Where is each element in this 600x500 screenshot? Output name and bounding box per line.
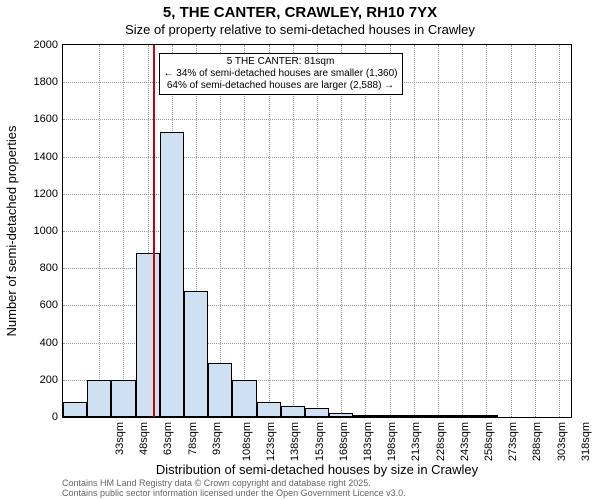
- gridline-v: [269, 45, 270, 417]
- x-tick-label: 318sqm: [580, 422, 592, 461]
- annotation-line2: ← 34% of semi-detached houses are smalle…: [164, 68, 398, 80]
- histogram-bar: [136, 253, 160, 417]
- histogram-bar: [232, 380, 256, 417]
- x-axis-label: Distribution of semi-detached houses by …: [62, 462, 572, 477]
- gridline-v: [293, 45, 294, 417]
- x-tick-label: 183sqm: [362, 422, 374, 461]
- property-marker-line: [153, 45, 155, 417]
- histogram-bar: [329, 413, 353, 417]
- annotation-line1: 5 THE CANTER: 81sqm: [164, 56, 398, 68]
- histogram-bar: [353, 415, 377, 417]
- x-tick-label: 78sqm: [187, 422, 199, 455]
- x-tick-label: 303sqm: [556, 422, 568, 461]
- histogram-bar: [63, 402, 87, 417]
- x-tick-label: 123sqm: [265, 422, 277, 461]
- gridline-v: [123, 45, 124, 417]
- chart-subtitle: Size of property relative to semi-detach…: [0, 22, 600, 37]
- histogram-bar: [257, 402, 281, 417]
- x-tick-label: 63sqm: [163, 422, 175, 455]
- chart-title: 5, THE CANTER, CRAWLEY, RH10 7YX: [0, 4, 600, 21]
- x-tick-label: 198sqm: [386, 422, 398, 461]
- copyright-text: Contains HM Land Registry data © Crown c…: [62, 478, 406, 498]
- histogram-bar: [208, 363, 232, 417]
- x-tick-label: 258sqm: [483, 422, 495, 461]
- y-axis-label: Number of semi-detached properties: [6, 125, 19, 336]
- gridline-v: [317, 45, 318, 417]
- x-tick-label: 288sqm: [531, 422, 543, 461]
- gridline-v: [559, 45, 560, 417]
- annotation-line3: 64% of semi-detached houses are larger (…: [164, 80, 398, 92]
- gridline-v: [244, 45, 245, 417]
- x-tick-label: 33sqm: [114, 422, 126, 455]
- x-tick-label: 168sqm: [338, 422, 350, 461]
- x-tick-label: 213sqm: [411, 422, 423, 461]
- y-axis-label-container: Number of semi-detached properties: [6, 44, 26, 418]
- histogram-bar: [281, 406, 305, 417]
- histogram-bar: [474, 415, 498, 417]
- x-tick-label: 108sqm: [241, 422, 253, 461]
- copyright-line1: Contains HM Land Registry data © Crown c…: [62, 478, 406, 488]
- x-tick-label: 48sqm: [138, 422, 150, 455]
- gridline-v: [220, 45, 221, 417]
- plot-area: 5 THE CANTER: 81sqm← 34% of semi-detache…: [62, 44, 572, 418]
- histogram-bar: [184, 291, 208, 417]
- histogram-bar: [377, 415, 401, 417]
- chart-container: 5, THE CANTER, CRAWLEY, RH10 7YX Size of…: [0, 0, 600, 500]
- gridline-v: [486, 45, 487, 417]
- histogram-bar: [111, 380, 135, 417]
- gridline-v: [365, 45, 366, 417]
- gridline-v: [414, 45, 415, 417]
- x-tick-label: 243sqm: [459, 422, 471, 461]
- x-tick-label: 273sqm: [507, 422, 519, 461]
- gridline-v: [390, 45, 391, 417]
- histogram-bar: [450, 415, 474, 417]
- annotation-box: 5 THE CANTER: 81sqm← 34% of semi-detache…: [159, 53, 403, 95]
- x-tick-label: 138sqm: [290, 422, 302, 461]
- histogram-bar: [160, 132, 184, 417]
- gridline-v: [99, 45, 100, 417]
- gridline-v: [535, 45, 536, 417]
- gridline-v: [341, 45, 342, 417]
- copyright-line2: Contains public sector information licen…: [62, 488, 406, 498]
- histogram-bar: [402, 415, 426, 417]
- x-tick-label: 93sqm: [211, 422, 223, 455]
- x-tick-label: 153sqm: [314, 422, 326, 461]
- x-tick-label: 228sqm: [435, 422, 447, 461]
- gridline-v: [511, 45, 512, 417]
- histogram-bar: [426, 415, 450, 417]
- gridline-v: [462, 45, 463, 417]
- histogram-bar: [305, 408, 329, 417]
- histogram-bar: [87, 380, 111, 417]
- gridline-v: [438, 45, 439, 417]
